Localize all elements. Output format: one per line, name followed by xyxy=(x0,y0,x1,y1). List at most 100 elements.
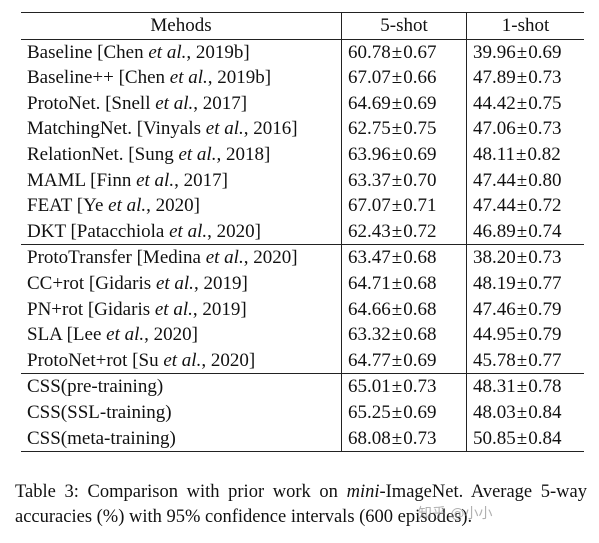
header-method: Mehods xyxy=(150,15,212,36)
method-pre: CC+rot [Gidaris xyxy=(27,272,156,294)
method-cell: Baseline [Chen et al., 2019b] xyxy=(21,39,342,65)
accuracy-mean: 48.31 xyxy=(473,376,516,398)
accuracy-5-shot-cell: 63.96±0.69 xyxy=(341,141,467,168)
method-cell: FEAT [Ye et al., 2020] xyxy=(21,193,342,219)
accuracy-5-shot-cell: 63.32±0.68 xyxy=(341,322,467,348)
accuracy-mean: 67.07 xyxy=(348,67,391,89)
method-cell: MatchingNet. [Vinyals et al., 2016] xyxy=(21,116,342,142)
method-et: et al. xyxy=(205,118,244,140)
accuracy-ci: 0.84 xyxy=(528,401,562,423)
caption-italic: mini xyxy=(346,482,380,502)
method-cell: CSS(pre-training) xyxy=(21,374,342,400)
accuracy-mean: 60.78 xyxy=(348,41,391,63)
method-et: et al. xyxy=(148,41,187,63)
method-post: , 2020] xyxy=(207,220,261,242)
plus-minus: ± xyxy=(516,169,528,191)
accuracy-1-shot-cell: 44.95±0.79 xyxy=(466,322,584,348)
accuracy-1-shot-cell: 47.06±0.73 xyxy=(466,116,584,142)
watermark: 知乎 @小小 xyxy=(418,506,493,522)
table-row: Baseline [Chen et al., 2019b] 60.78±0.67 3… xyxy=(21,39,584,66)
caption-part1: Table 3: Comparison with prior work on xyxy=(15,482,347,502)
table-row: ProtoTransfer [Medina et al., 2020] 63.47… xyxy=(21,244,584,271)
accuracy-ci: 0.79 xyxy=(528,324,562,346)
accuracy-mean: 47.44 xyxy=(473,195,516,217)
plus-minus: ± xyxy=(516,298,528,320)
plus-minus: ± xyxy=(391,376,403,398)
accuracy-5-shot-cell: 63.37±0.70 xyxy=(341,167,467,194)
accuracy-1-shot-cell: 45.78±0.77 xyxy=(466,347,584,374)
plus-minus: ± xyxy=(391,92,403,114)
plus-minus: ± xyxy=(391,427,403,449)
table-row: ProtoNet. [Snell et al., 2017] 64.69±0.69… xyxy=(21,90,584,117)
method-cell: SLA [Lee et al., 2020] xyxy=(21,322,342,348)
accuracy-ci: 0.69 xyxy=(403,349,437,371)
accuracy-ci: 0.74 xyxy=(528,220,562,242)
method-cell: ProtoTransfer [Medina et al., 2020] xyxy=(21,245,342,271)
method-cell: DKT [Patacchiola et al., 2020] xyxy=(21,219,342,245)
plus-minus: ± xyxy=(516,195,528,217)
accuracy-mean: 68.08 xyxy=(348,427,391,449)
method-cell: Baseline++ [Chen et al., 2019b] xyxy=(21,65,342,91)
accuracy-mean: 63.96 xyxy=(348,143,391,165)
accuracy-mean: 47.06 xyxy=(473,118,516,140)
plus-minus: ± xyxy=(391,118,403,140)
table-row: CSS(pre-training) 65.01±0.73 48.31±0.78 xyxy=(21,373,584,400)
plus-minus: ± xyxy=(391,41,403,63)
plus-minus: ± xyxy=(516,376,528,398)
plus-minus: ± xyxy=(391,272,403,294)
method-et: et al. xyxy=(154,298,193,320)
accuracy-ci: 0.69 xyxy=(403,401,437,423)
plus-minus: ± xyxy=(516,118,528,140)
accuracy-5-shot-cell: 62.75±0.75 xyxy=(341,116,467,142)
plus-minus: ± xyxy=(391,298,403,320)
table-group: CSS(pre-training) 65.01±0.73 48.31±0.78 CSS… xyxy=(21,373,584,452)
method-pre: PN+rot [Gidaris xyxy=(27,298,155,320)
results-table: Mehods 5-shot 1-shot Baseline [Chen et a… xyxy=(21,12,584,452)
accuracy-ci: 0.77 xyxy=(528,349,562,371)
accuracy-ci: 0.68 xyxy=(403,324,437,346)
plus-minus: ± xyxy=(516,220,528,242)
method-cell: PN+rot [Gidaris et al., 2019] xyxy=(21,297,342,323)
accuracy-mean: 65.25 xyxy=(348,401,391,423)
accuracy-mean: 44.95 xyxy=(473,324,516,346)
plus-minus: ± xyxy=(391,220,403,242)
accuracy-5-shot-cell: 65.25±0.69 xyxy=(341,399,467,426)
accuracy-ci: 0.73 xyxy=(403,427,437,449)
method-et: et al. xyxy=(178,143,217,165)
method-post: , 2020] xyxy=(146,195,200,217)
accuracy-mean: 62.43 xyxy=(348,220,391,242)
header-row: Mehods 5-shot 1-shot xyxy=(21,12,584,40)
header-5-shot: 5-shot xyxy=(341,12,467,40)
accuracy-ci: 0.67 xyxy=(403,41,437,63)
plus-minus: ± xyxy=(391,401,403,423)
plus-minus: ± xyxy=(391,349,403,371)
accuracy-ci: 0.70 xyxy=(403,169,437,191)
method-pre: FEAT [Ye xyxy=(27,195,109,217)
accuracy-5-shot-cell: 67.07±0.71 xyxy=(341,193,467,219)
plus-minus: ± xyxy=(516,427,528,449)
method-et: et al. xyxy=(108,195,147,217)
table-row: PN+rot [Gidaris et al., 2019] 64.66±0.68 4… xyxy=(21,296,584,323)
accuracy-5-shot-cell: 64.71±0.68 xyxy=(341,270,467,297)
accuracy-ci: 0.69 xyxy=(403,143,437,165)
method-pre: MatchingNet. [Vinyals xyxy=(27,118,206,140)
accuracy-mean: 48.11 xyxy=(473,143,516,165)
accuracy-ci: 0.66 xyxy=(403,67,437,89)
method-pre: ProtoNet+rot [Su xyxy=(27,349,164,371)
method-pre: ProtoNet. [Snell xyxy=(27,92,156,114)
accuracy-mean: 44.42 xyxy=(473,92,516,114)
plus-minus: ± xyxy=(516,349,528,371)
accuracy-ci: 0.79 xyxy=(528,298,562,320)
method-pre: Baseline [Chen xyxy=(27,41,149,63)
accuracy-1-shot-cell: 50.85±0.84 xyxy=(466,425,584,452)
accuracy-5-shot-cell: 62.43±0.72 xyxy=(341,218,467,245)
accuracy-mean: 63.32 xyxy=(348,324,391,346)
method-cell: RelationNet. [Sung et al., 2018] xyxy=(21,142,342,168)
accuracy-mean: 48.03 xyxy=(473,401,516,423)
accuracy-mean: 62.75 xyxy=(348,118,391,140)
method-post: , 2016] xyxy=(243,118,298,140)
accuracy-ci: 0.68 xyxy=(403,247,437,269)
method-cell: CC+rot [Gidaris et al., 2019] xyxy=(21,271,342,297)
method-cell: ProtoNet+rot [Su et al., 2020] xyxy=(21,348,342,374)
accuracy-5-shot-cell: 64.69±0.69 xyxy=(341,90,467,117)
